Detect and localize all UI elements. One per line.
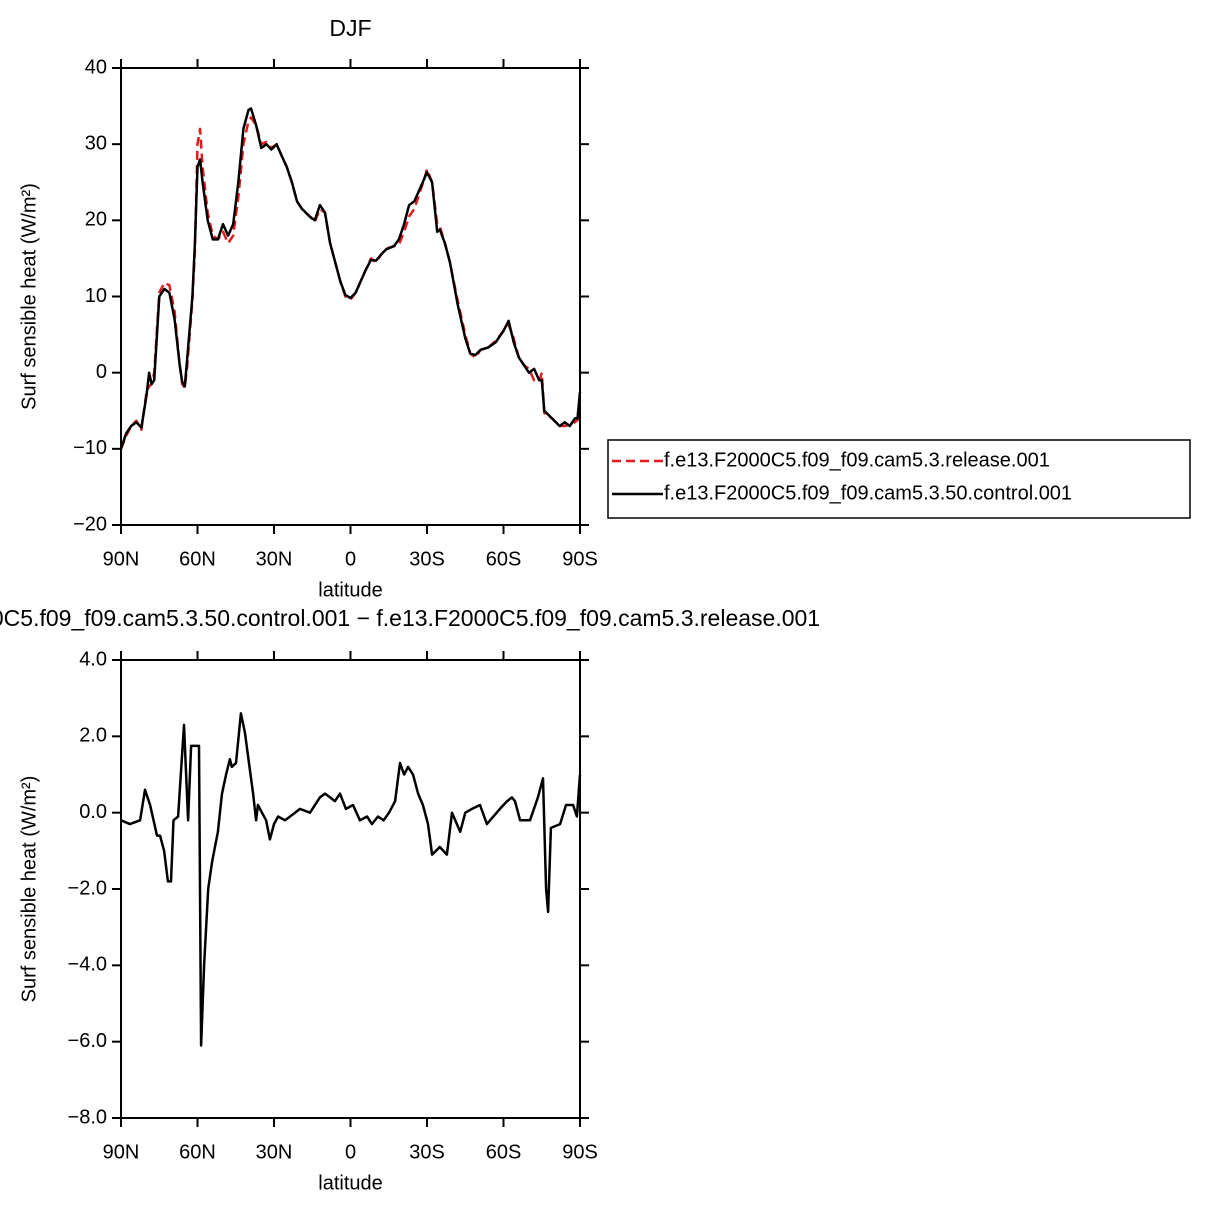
y-tick-label: 40 [85, 56, 107, 78]
y-tick-label: 30 [85, 132, 107, 154]
y-tick-label: −8.0 [68, 1106, 107, 1128]
y-tick-label: −20 [73, 513, 107, 535]
legend-box [607, 439, 1191, 519]
x-axis-label: latitude [318, 579, 383, 601]
legend-label: f.e13.F2000C5.f09_f09.cam5.3.50.control.… [664, 482, 1072, 504]
y-tick-label: 0.0 [79, 801, 107, 823]
x-tick-label: 90N [103, 548, 140, 570]
x-axis-label: latitude [318, 1172, 383, 1194]
data-line [119, 116, 581, 450]
data-line [120, 712, 582, 1047]
y-tick-label: 4.0 [79, 648, 107, 670]
x-tick-label: 30S [409, 548, 445, 570]
y-axis-label: Surf sensible heat (W/m²) [18, 183, 40, 410]
y-tick-label: −2.0 [68, 877, 107, 899]
x-tick-label: 90S [562, 1141, 598, 1163]
legend-label: f.e13.F2000C5.f09_f09.cam5.3.release.001 [664, 449, 1050, 471]
y-tick-label: 2.0 [79, 725, 107, 747]
x-tick-label: 60N [179, 548, 216, 570]
x-tick-label: 60N [179, 1141, 216, 1163]
x-tick-label: 60S [486, 548, 522, 570]
y-tick-label: 0 [96, 361, 107, 383]
y-axis-label: Surf sensible heat (W/m²) [18, 776, 40, 1003]
data-line [119, 107, 582, 450]
x-tick-label: 60S [486, 1141, 522, 1163]
y-tick-label: −6.0 [68, 1030, 107, 1052]
x-tick-label: 90S [562, 548, 598, 570]
x-tick-label: 90N [103, 1141, 140, 1163]
y-tick-label: 20 [85, 209, 107, 231]
x-tick-label: 30S [409, 1141, 445, 1163]
plot-frame [120, 659, 581, 1119]
x-tick-label: 30N [256, 548, 293, 570]
y-tick-label: −4.0 [68, 954, 107, 976]
y-tick-label: −10 [73, 437, 107, 459]
plot-frame [120, 67, 581, 526]
x-tick-label: 0 [345, 548, 356, 570]
x-tick-label: 30N [256, 1141, 293, 1163]
chart-title: DJF [329, 15, 371, 41]
x-tick-label: 0 [345, 1141, 356, 1163]
chart-title: f.e13.F2000C5.f09_f09.cam5.3.50.control.… [0, 605, 820, 631]
y-tick-label: 10 [85, 285, 107, 307]
